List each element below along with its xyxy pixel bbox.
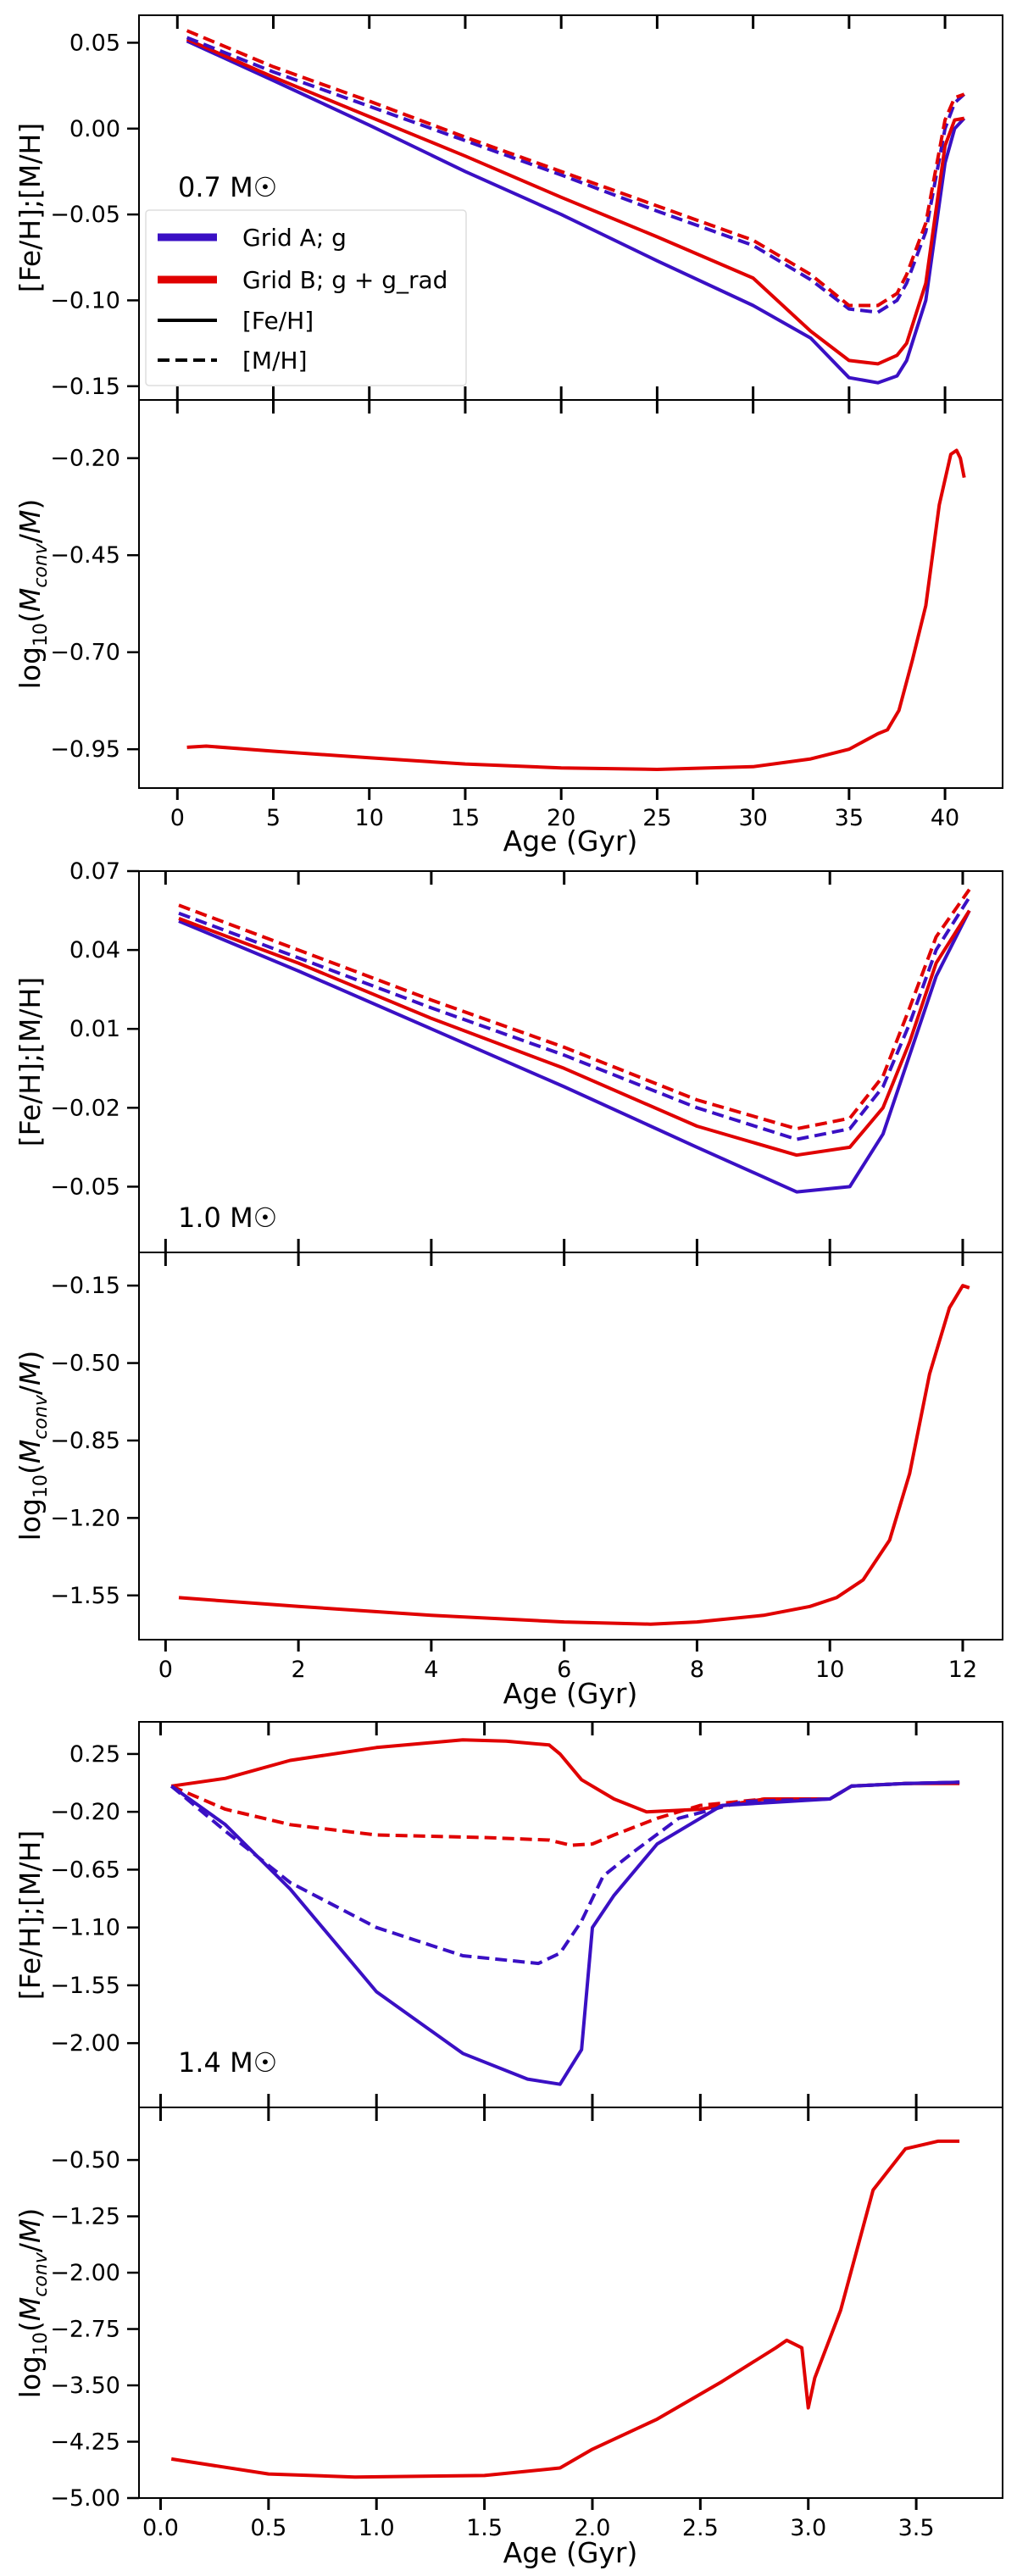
xtick-label: 1.0 [358,2515,395,2541]
top-plot-frame-1.0 [138,870,1003,1253]
xtick-label: 2.5 [682,2515,719,2541]
legend-label-grid-a: Grid A; g [242,224,347,252]
bottom-plot-frame-1.4 [138,2107,1003,2499]
ytick-label: −2.75 [50,2317,120,2343]
legend-label-feh: [Fe/H] [242,307,314,335]
panel-group-1.4: 0.25 −0.20 −0.65 −1.10 −1.55 −2.00 −0.50 −1.25… [14,1721,1003,2569]
ytick-label: 0.07 [69,858,120,885]
ytick-label: −0.15 [50,374,120,400]
ytick-label: −0.05 [50,202,120,228]
xtick-label: 0 [170,805,185,831]
legend-label-mh: [M/H] [242,347,308,375]
ytick-label: −2.00 [50,2260,120,2286]
mass-label-1.4: 1.4 M☉ [178,2046,277,2079]
xtick-label: 10 [815,1657,844,1683]
series-line [186,29,965,308]
ytick-label: −0.05 [50,1174,120,1200]
xtick-label: 12 [948,1657,977,1683]
ytick-label: −0.65 [50,1857,120,1883]
xtick-label: 0.0 [142,2515,179,2541]
xlabel-1.4: Age (Gyr) [503,2536,638,2569]
ytick-label: −3.50 [50,2373,120,2399]
ytick-label: −0.02 [50,1095,120,1121]
series-line [170,1780,960,2086]
series-line [178,896,971,1141]
ytick-label: −1.55 [50,1583,120,1609]
bottom-plot-frame-1.0 [138,1252,1003,1641]
series-line [170,2139,960,2479]
ytick-label: 0.25 [69,1741,120,1768]
ytick-label: −0.45 [50,542,120,569]
ytick-label: 0.00 [69,116,120,142]
ylabel-bottom-1.4: log10(Mconv/M) [14,2208,52,2399]
ytick-label: −0.15 [50,1273,120,1299]
series-line [178,909,971,1194]
series-line [178,909,971,1158]
xtick-label: 3.5 [898,2515,935,2541]
ytick-label: −0.10 [50,287,120,314]
xtick-label: 40 [931,805,959,831]
xtick-label: 6 [557,1657,571,1683]
ytick-label: −1.10 [50,1915,120,1941]
ylabel-bottom-0.7: log10(Mconv/M) [14,499,52,690]
bottom-plot-frame-0.7 [138,399,1003,789]
ytick-label: −1.25 [50,2204,120,2230]
mass-label-1.0: 1.0 M☉ [178,1202,277,1234]
xtick-label: 10 [355,805,384,831]
panel-group-1.0: 0.07 0.04 0.01 −0.02 −0.05 −0.15 −0.50 −0.85 −1… [14,858,1003,1710]
ytick-label: −0.85 [50,1428,120,1454]
ytick-label: −0.50 [50,2147,120,2174]
xtick-label: 35 [835,805,864,831]
xlabel-0.7: Age (Gyr) [503,824,638,858]
series-line [186,39,966,385]
xtick-label: 2 [292,1657,306,1683]
ytick-label: −5.00 [50,2485,120,2512]
series-line [170,1738,960,1814]
panel-group-0.7: 0.05 0.00 −0.05 −0.10 −0.15 −0.20 −0.45 −0.70 −… [14,14,1003,858]
ylabel-top-1.4: [Fe/H];[M/H] [14,1830,47,2000]
series-line [186,37,965,366]
ytick-label: −2.00 [50,2030,120,2057]
ytick-label: 0.05 [69,30,120,56]
series-line [178,1284,970,1626]
series-line [170,1780,960,1966]
ylabel-top-1.0: [Fe/H];[M/H] [14,977,47,1146]
legend-label-grid-b: Grid B; g + g_rad [242,266,447,294]
xtick-label: 0 [158,1657,173,1683]
mass-label-0.7: 0.7 M☉ [178,171,277,203]
xtick-label: 20 [547,805,575,831]
ytick-label: −1.20 [50,1505,120,1531]
xtick-label: 25 [642,805,671,831]
ytick-label: −0.95 [50,736,120,763]
xtick-label: 30 [738,805,767,831]
xtick-label: 2.0 [574,2515,610,2541]
ytick-label: −4.25 [50,2429,120,2456]
xtick-label: 0.5 [250,2515,286,2541]
ytick-label: −0.70 [50,640,120,666]
xtick-label: 1.5 [466,2515,503,2541]
ytick-label: −1.55 [50,1973,120,1999]
series-line [186,448,966,771]
xtick-label: 8 [690,1657,704,1683]
xlabel-1.0: Age (Gyr) [503,1677,638,1710]
xtick-label: 5 [266,805,281,831]
ylabel-top-0.7: [Fe/H];[M/H] [14,123,47,292]
xtick-label: 4 [424,1657,438,1683]
ytick-label: −0.50 [50,1351,120,1377]
series-line [178,888,971,1131]
ytick-label: 0.01 [69,1016,120,1042]
ytick-label: 0.04 [69,937,120,963]
ylabel-bottom-1.0: log10(Mconv/M) [14,1351,52,1541]
ytick-label: −0.20 [50,1799,120,1825]
legend: Grid A; g Grid B; g + g_rad [Fe/H] [M/H] [145,209,467,386]
ytick-label: −0.20 [50,446,120,472]
xtick-label: 3.0 [790,2515,826,2541]
xtick-label: 15 [451,805,480,831]
